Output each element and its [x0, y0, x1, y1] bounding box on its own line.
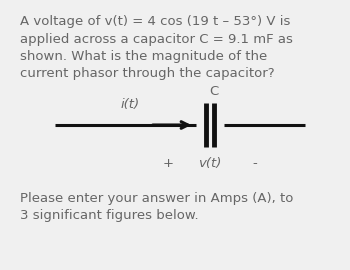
Text: v(t): v(t)	[198, 157, 222, 170]
Text: Please enter your answer in Amps (A), to
3 significant figures below.: Please enter your answer in Amps (A), to…	[20, 192, 293, 222]
Text: +: +	[162, 157, 174, 170]
Text: i(t): i(t)	[120, 98, 140, 111]
Text: C: C	[209, 85, 219, 98]
Text: -: -	[253, 157, 257, 170]
Text: A voltage of v(t) = 4 cos (19 t – 53°) V is
applied across a capacitor C = 9.1 m: A voltage of v(t) = 4 cos (19 t – 53°) V…	[20, 15, 293, 80]
